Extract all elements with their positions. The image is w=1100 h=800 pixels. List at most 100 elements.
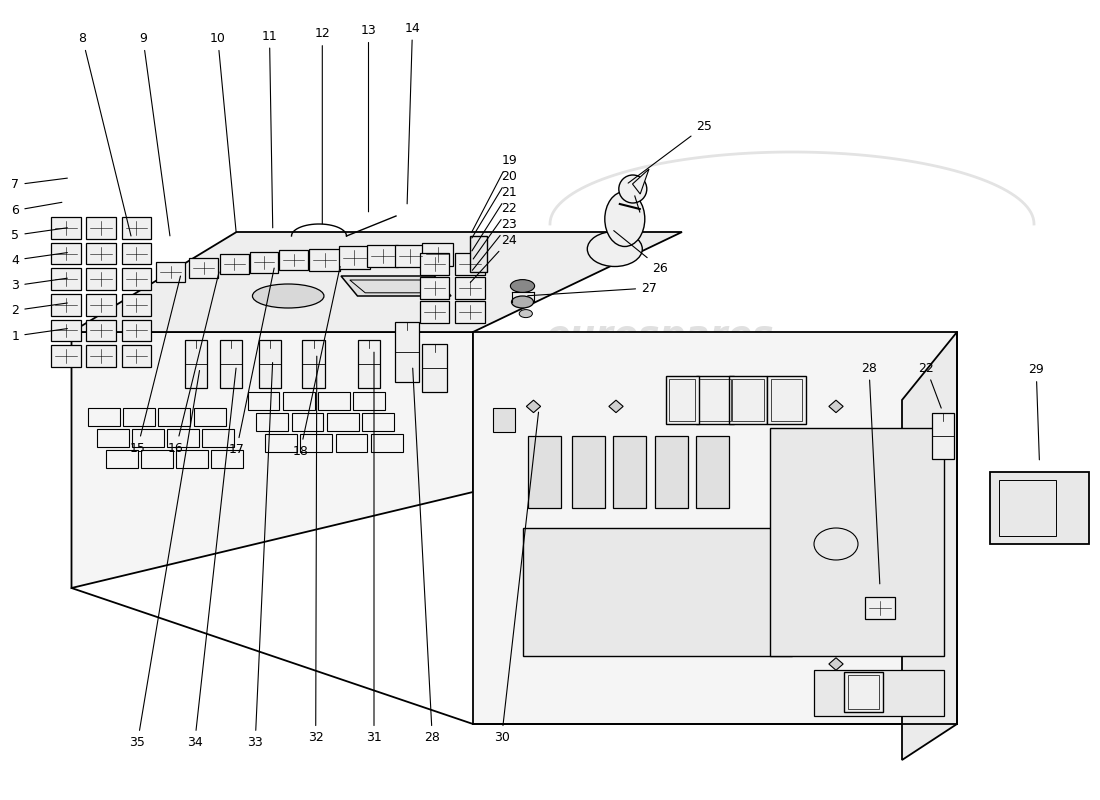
Polygon shape bbox=[72, 332, 473, 588]
Text: 5: 5 bbox=[11, 228, 67, 242]
Polygon shape bbox=[829, 400, 843, 413]
Polygon shape bbox=[990, 472, 1089, 544]
Polygon shape bbox=[121, 217, 152, 238]
Text: 34: 34 bbox=[187, 368, 236, 749]
Polygon shape bbox=[865, 597, 895, 619]
Polygon shape bbox=[814, 670, 944, 716]
Polygon shape bbox=[358, 340, 379, 388]
Polygon shape bbox=[250, 252, 278, 273]
Text: 23: 23 bbox=[472, 218, 517, 270]
Text: 25: 25 bbox=[628, 120, 712, 183]
Ellipse shape bbox=[519, 310, 532, 318]
Polygon shape bbox=[455, 278, 485, 299]
Polygon shape bbox=[654, 436, 688, 508]
Polygon shape bbox=[86, 294, 117, 315]
Polygon shape bbox=[528, 436, 561, 508]
Text: 20: 20 bbox=[472, 170, 517, 238]
Polygon shape bbox=[395, 322, 419, 382]
Polygon shape bbox=[156, 262, 185, 282]
Polygon shape bbox=[696, 436, 729, 508]
Polygon shape bbox=[341, 276, 451, 296]
Text: 24: 24 bbox=[471, 234, 517, 282]
Polygon shape bbox=[258, 340, 280, 388]
Polygon shape bbox=[768, 376, 805, 424]
Text: eurospares: eurospares bbox=[546, 319, 774, 353]
Polygon shape bbox=[420, 253, 450, 274]
Polygon shape bbox=[367, 245, 398, 267]
Polygon shape bbox=[609, 400, 623, 413]
Polygon shape bbox=[121, 242, 152, 264]
Polygon shape bbox=[613, 436, 646, 508]
Polygon shape bbox=[302, 340, 324, 388]
Polygon shape bbox=[696, 376, 735, 424]
Polygon shape bbox=[189, 258, 218, 278]
Polygon shape bbox=[51, 268, 81, 290]
Polygon shape bbox=[632, 169, 649, 194]
Polygon shape bbox=[51, 319, 81, 341]
Text: 35: 35 bbox=[130, 370, 199, 749]
Text: 21: 21 bbox=[472, 186, 517, 251]
Polygon shape bbox=[86, 268, 117, 290]
Polygon shape bbox=[279, 250, 308, 270]
Polygon shape bbox=[51, 345, 81, 366]
Polygon shape bbox=[522, 528, 792, 656]
Polygon shape bbox=[420, 301, 450, 322]
Text: 22: 22 bbox=[918, 362, 942, 408]
Polygon shape bbox=[51, 217, 81, 238]
Text: 7: 7 bbox=[11, 178, 67, 191]
Text: 17: 17 bbox=[229, 268, 274, 456]
Text: 13: 13 bbox=[361, 24, 376, 212]
Polygon shape bbox=[420, 278, 450, 299]
Polygon shape bbox=[932, 413, 954, 459]
Ellipse shape bbox=[252, 284, 323, 308]
Polygon shape bbox=[729, 376, 768, 424]
Polygon shape bbox=[220, 254, 249, 274]
Polygon shape bbox=[455, 253, 485, 274]
Text: 31: 31 bbox=[366, 352, 382, 744]
Polygon shape bbox=[72, 232, 682, 332]
Polygon shape bbox=[666, 376, 698, 424]
Polygon shape bbox=[220, 340, 242, 388]
Polygon shape bbox=[86, 242, 117, 264]
Ellipse shape bbox=[587, 231, 642, 266]
Polygon shape bbox=[829, 658, 843, 670]
Text: 10: 10 bbox=[210, 32, 236, 232]
Text: 18: 18 bbox=[293, 266, 340, 458]
Polygon shape bbox=[493, 408, 515, 432]
Polygon shape bbox=[185, 340, 207, 388]
Text: 16: 16 bbox=[168, 272, 219, 454]
Polygon shape bbox=[395, 245, 426, 267]
Text: 8: 8 bbox=[78, 32, 131, 236]
Polygon shape bbox=[845, 672, 882, 712]
Text: 3: 3 bbox=[11, 278, 67, 292]
Polygon shape bbox=[455, 301, 485, 322]
Text: 28: 28 bbox=[861, 362, 880, 584]
Polygon shape bbox=[121, 268, 152, 290]
Polygon shape bbox=[473, 332, 957, 724]
Polygon shape bbox=[770, 428, 944, 656]
Polygon shape bbox=[86, 319, 117, 341]
Polygon shape bbox=[121, 319, 152, 341]
Text: 2: 2 bbox=[11, 303, 67, 317]
Polygon shape bbox=[902, 332, 957, 760]
Text: 29: 29 bbox=[1028, 363, 1044, 460]
Text: 15: 15 bbox=[130, 276, 180, 454]
Text: 26: 26 bbox=[614, 230, 668, 274]
Polygon shape bbox=[339, 246, 370, 269]
Text: 6: 6 bbox=[11, 202, 62, 217]
Text: 32: 32 bbox=[308, 356, 323, 744]
Ellipse shape bbox=[605, 191, 645, 246]
Text: 1: 1 bbox=[11, 329, 67, 342]
Text: 14: 14 bbox=[405, 22, 420, 204]
Ellipse shape bbox=[619, 175, 647, 203]
Polygon shape bbox=[309, 249, 340, 271]
Polygon shape bbox=[51, 242, 81, 264]
Polygon shape bbox=[527, 400, 541, 413]
Text: 33: 33 bbox=[248, 362, 273, 749]
Text: 12: 12 bbox=[315, 27, 330, 224]
Polygon shape bbox=[422, 344, 447, 392]
Polygon shape bbox=[422, 243, 453, 266]
Text: 27: 27 bbox=[528, 282, 657, 296]
Polygon shape bbox=[51, 294, 81, 315]
Text: 22: 22 bbox=[473, 202, 517, 259]
